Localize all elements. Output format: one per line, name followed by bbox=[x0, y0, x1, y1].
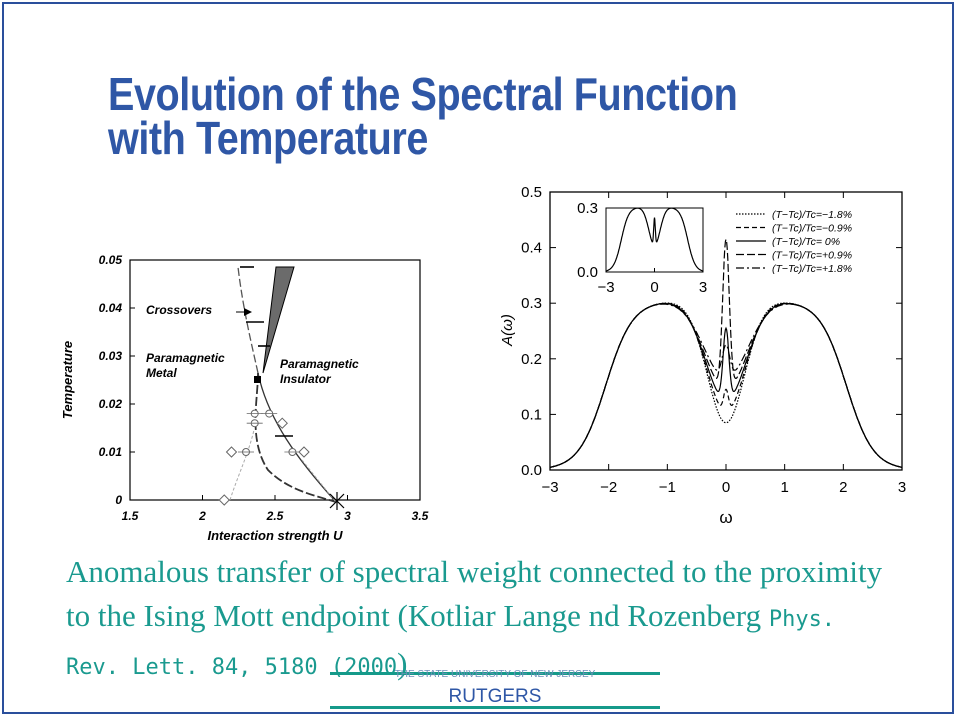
caption-close: ) bbox=[397, 646, 408, 681]
phase-y-tick-label: 0 bbox=[115, 493, 122, 507]
spectral-plot-svg: −3 −2 −1 0 1 2 30.00.10.20.30.40.5 −3 0 30.00.3 … bbox=[499, 184, 906, 527]
legend-label: (T−Tc)/Tc=+0.9% bbox=[772, 250, 852, 262]
critical-point-marker bbox=[254, 376, 261, 383]
legend-label: (T−Tc)/Tc= 0% bbox=[772, 236, 840, 248]
spectral-y-tick-label: 0.2 bbox=[521, 351, 542, 368]
spectral-x-tick-label: −3 bbox=[541, 479, 558, 496]
metal-insulator-boundary bbox=[257, 372, 337, 503]
phase-y-tick-label: 0.03 bbox=[99, 349, 123, 363]
spectral-y-tick-label: 0.0 bbox=[521, 462, 542, 479]
phase-x-tick-label: 1.5 bbox=[122, 509, 139, 523]
phase-x-tick-label: 3 bbox=[344, 509, 351, 523]
paramagnetic-insulator-label: Paramagnetic Insulator bbox=[280, 357, 359, 386]
phase-diamond-point bbox=[298, 446, 310, 458]
zero-temperature-marker bbox=[329, 492, 345, 510]
metal-spinodal bbox=[229, 429, 255, 501]
legend-label: (T−Tc)/Tc=+1.8% bbox=[772, 263, 852, 275]
spectral-x-tick-label: 2 bbox=[839, 479, 847, 496]
spectral-y-tick-label: 0.1 bbox=[521, 406, 542, 423]
spectral-y-tick-label: 0.5 bbox=[521, 184, 542, 201]
footer-university: THE STATE UNIVERSITY OF NEW JERSEY bbox=[394, 669, 596, 680]
inset-y-tick-label: 0.3 bbox=[577, 200, 598, 217]
spectral-y-tick-label: 0.4 bbox=[521, 240, 542, 257]
coexistence-region bbox=[262, 266, 295, 374]
phase-x-tick-label: 2 bbox=[198, 509, 206, 523]
title-line-1: Evolution of the Spectral Function bbox=[108, 68, 738, 120]
phase-x-axis-label: Interaction strength U bbox=[207, 528, 343, 543]
spectral-plot: −3 −2 −1 0 1 2 3 0.0 0.1 0.2 0.3 0.4 0.5 −3 0 3 0.0 0.3 … bbox=[498, 180, 918, 535]
legend-label: (T−Tc)/Tc=−0.9% bbox=[772, 223, 852, 235]
phase-y-tick-label: 0.01 bbox=[99, 445, 123, 459]
spectral-y-axis-label: A(ω) bbox=[499, 314, 516, 347]
error-bars bbox=[240, 266, 293, 437]
phase-y-tick-label: 0.05 bbox=[99, 253, 123, 267]
phase-diamond-point bbox=[225, 446, 238, 458]
footer-rutgers: RUTGERS bbox=[448, 686, 542, 707]
inset-y-tick-label: 0.0 bbox=[577, 264, 598, 281]
spectral-x-tick-label: 0 bbox=[722, 479, 730, 496]
phase-diamond-point bbox=[276, 417, 288, 429]
slide-title: Evolution of the Spectral Function with … bbox=[108, 68, 738, 164]
phase-y-tick-label: 0.02 bbox=[99, 397, 123, 411]
phase-y-axis-label: Temperature bbox=[60, 341, 75, 419]
crossover-line bbox=[237, 266, 259, 374]
slide-caption: Anomalous transfer of spectral weight co… bbox=[66, 550, 896, 690]
inset-x-tick-label: 0 bbox=[650, 279, 658, 296]
spectral-x-axis-label: ω bbox=[719, 508, 732, 527]
spectral-x-tick-label: 3 bbox=[898, 479, 906, 496]
legend-label: (T−Tc)/Tc=−1.8% bbox=[772, 209, 852, 221]
insulator-spinodal bbox=[301, 459, 337, 503]
spectral-y-tick-label: 0.3 bbox=[521, 295, 542, 312]
inset-x-tick-label: 3 bbox=[699, 279, 707, 296]
phase-diagram-svg: 1.5 2 2.5 3 3.5 0 0.01 0.02 0.03 0.04 0.05 Tempera… bbox=[60, 253, 429, 543]
crossover-arrow-head bbox=[244, 308, 252, 316]
caption-reference: Phys. Rev. Lett. 84, 5180 (2000 bbox=[66, 607, 836, 680]
spectral-x-tick-label: 1 bbox=[780, 479, 788, 496]
spectral-x-tick-label: −1 bbox=[659, 479, 676, 496]
spectral-x-tick-label: −2 bbox=[600, 479, 617, 496]
inset-series-line bbox=[605, 207, 704, 272]
phase-x-tick-label: 2.5 bbox=[266, 509, 284, 523]
spectral-series-line bbox=[549, 303, 903, 468]
phase-y-tick-label: 0.04 bbox=[99, 301, 123, 315]
caption-text: Anomalous transfer of spectral weight co… bbox=[66, 554, 883, 633]
transition-line bbox=[254, 372, 337, 503]
phase-x-tick-label: 3.5 bbox=[412, 509, 429, 523]
spectral-series-line bbox=[549, 303, 903, 468]
title-line-2: with Temperature bbox=[108, 112, 428, 164]
inset-x-tick-label: −3 bbox=[597, 279, 614, 296]
footer-line-bottom bbox=[330, 706, 660, 709]
phase-diamond-point bbox=[218, 494, 230, 506]
crossovers-label: Crossovers bbox=[146, 303, 212, 317]
phase-diagram: 1.5 2 2.5 3 3.5 0 0.01 0.02 0.03 0.04 0.05 Tempera… bbox=[58, 250, 448, 555]
paramagnetic-metal-label: Paramagnetic Metal bbox=[146, 351, 225, 380]
footer-line-top bbox=[330, 672, 660, 675]
